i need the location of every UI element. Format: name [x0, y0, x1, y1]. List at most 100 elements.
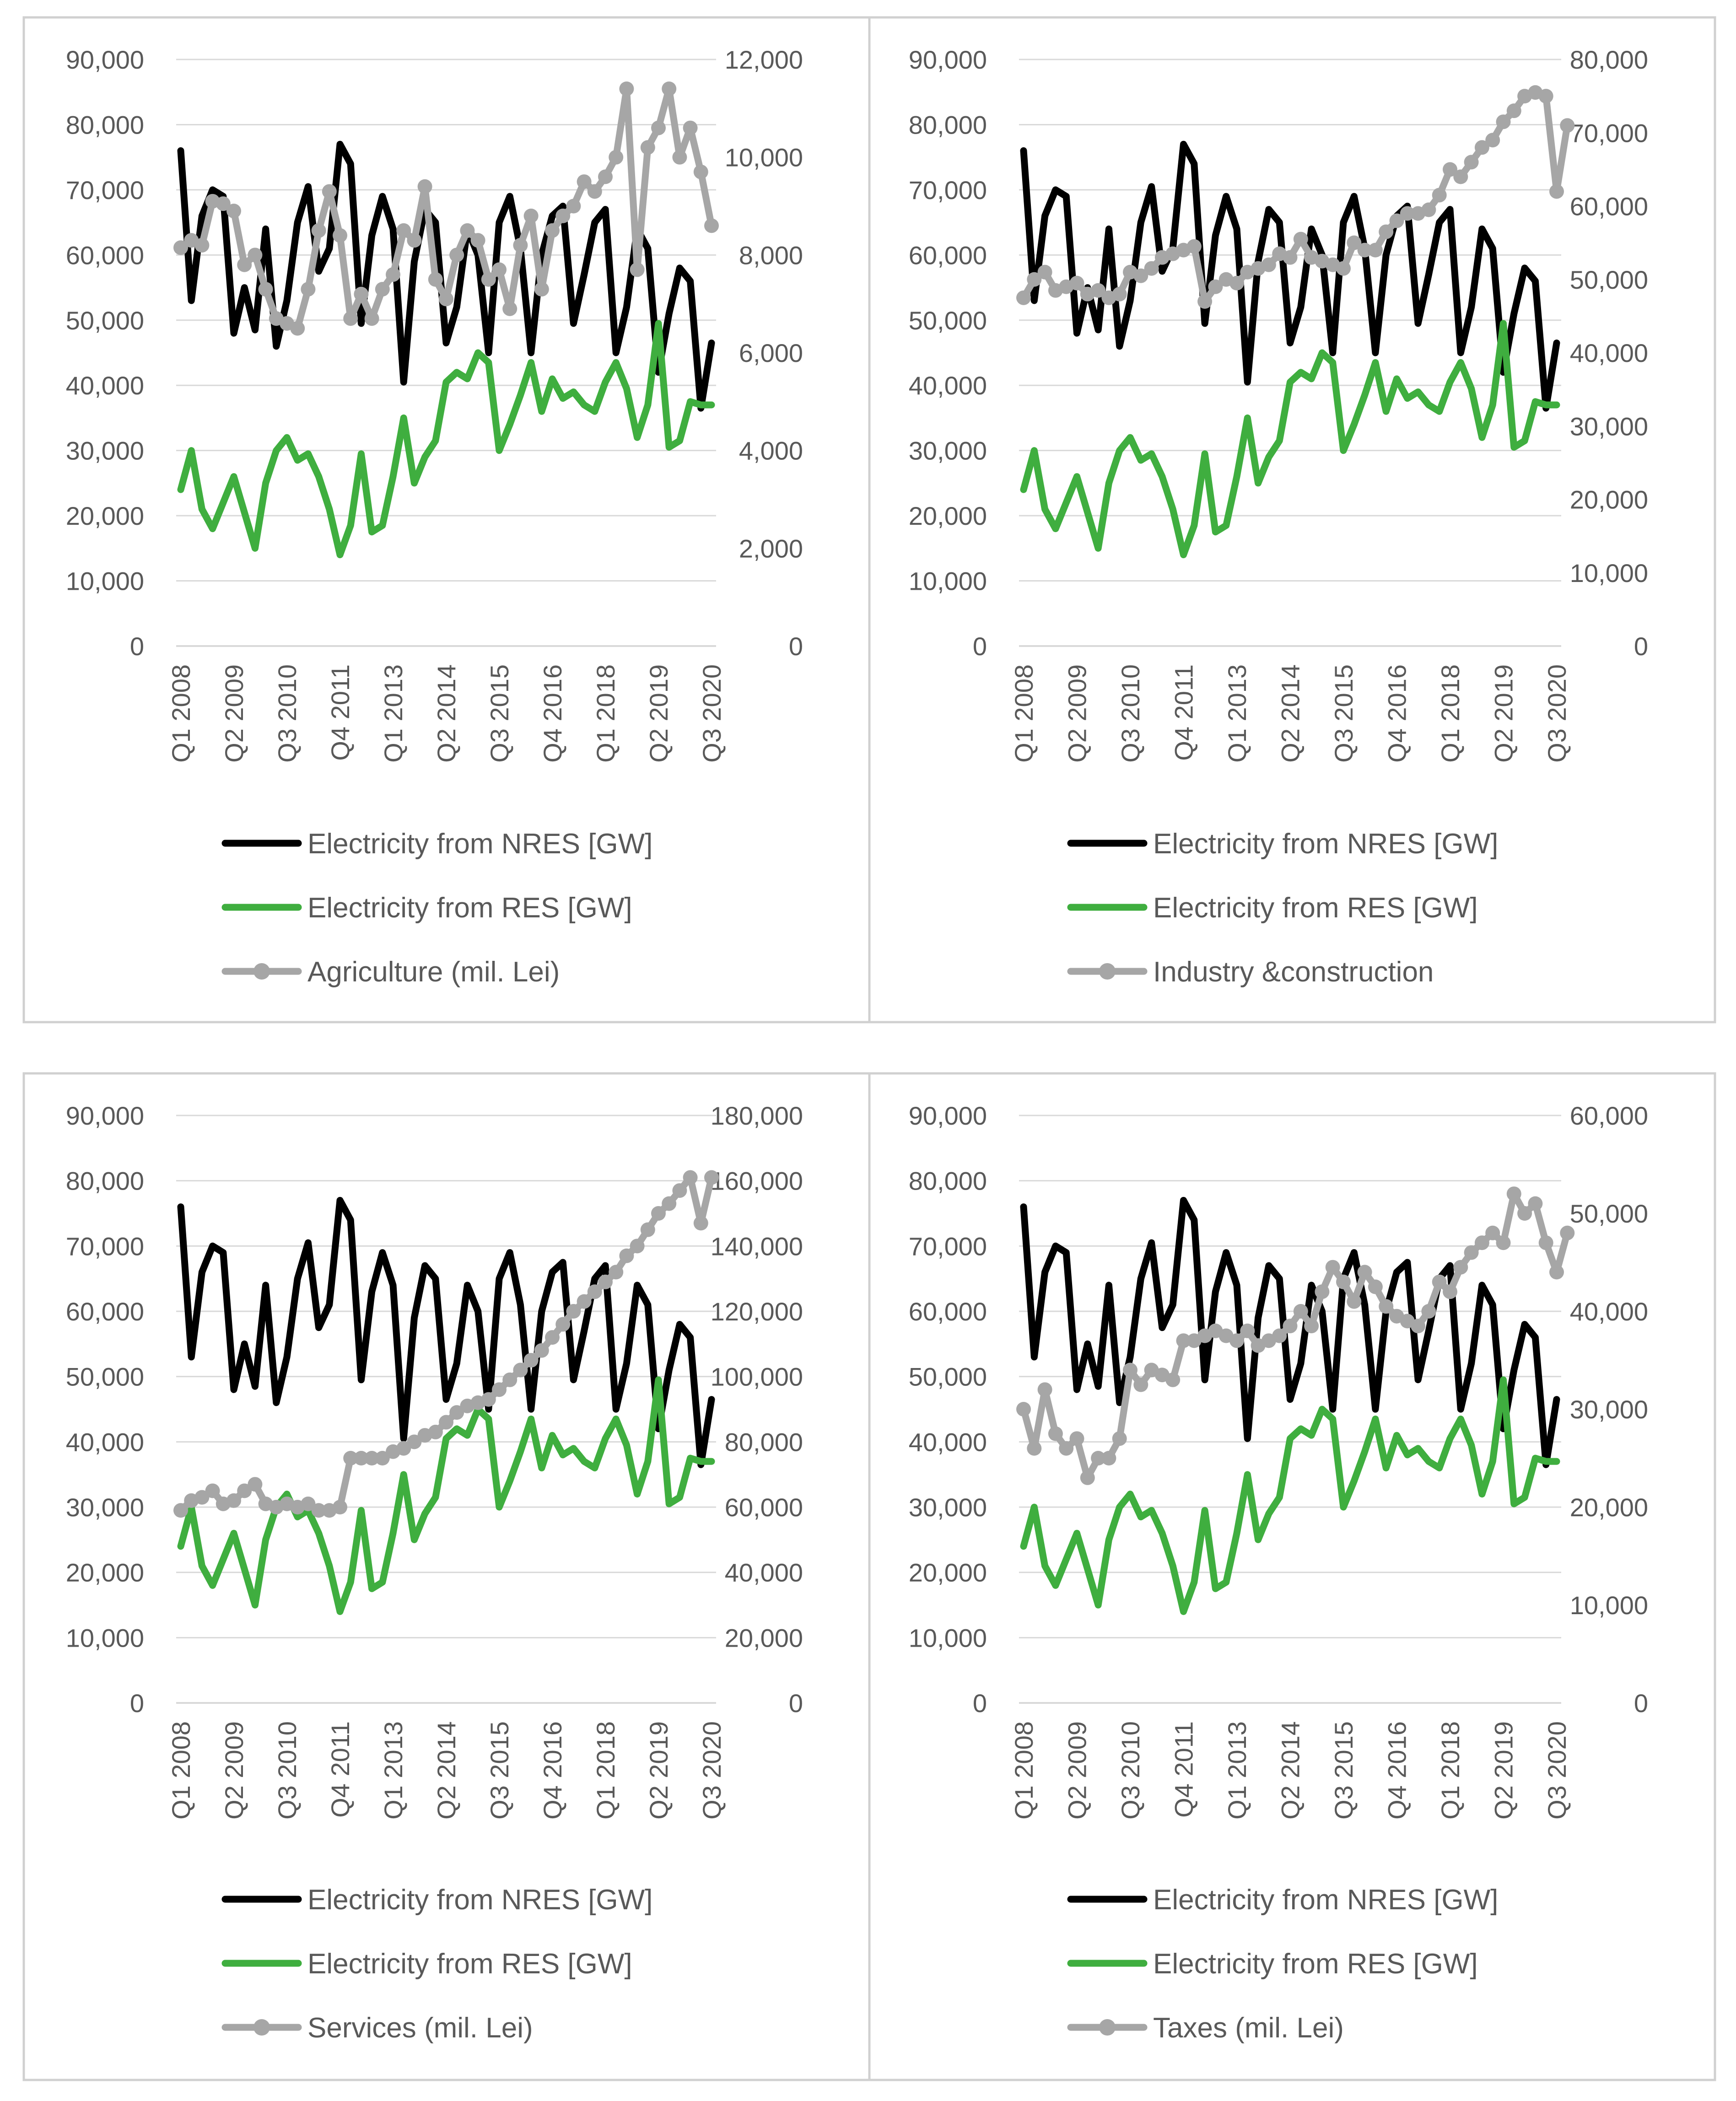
x-axis-tick-label: Q3 2020 [1542, 664, 1571, 763]
series-marker [226, 204, 241, 219]
series-marker [566, 199, 581, 214]
series-marker [1176, 1333, 1191, 1348]
series-marker [481, 272, 496, 287]
x-axis-tick-label: Q4 2016 [1383, 1721, 1412, 1820]
series-1 [177, 140, 715, 412]
series-marker [609, 1265, 624, 1280]
series-marker [1496, 114, 1511, 129]
legend-item-3: Services (mil. Lei) [221, 2012, 533, 2044]
legend-label: Electricity from NRES [GW] [1153, 1884, 1498, 1916]
legend-item-1: Electricity from NRES [GW] [1067, 1884, 1498, 1916]
x-axis-tick-label: Q4 2016 [538, 1721, 567, 1820]
legend-label: Taxes (mil. Lei) [1153, 2012, 1344, 2044]
left-axis-tick-label: 30,000 [66, 1493, 144, 1522]
x-axis-tick-label: Q1 2008 [1009, 1721, 1038, 1820]
x-axis-tick-label: Q4 2011 [1170, 1721, 1198, 1818]
left-axis-tick-label: 80,000 [909, 110, 987, 139]
series-3 [1016, 85, 1575, 309]
left-axis-tick-label: 90,000 [66, 45, 144, 74]
right-axis-tick-label: 6,000 [739, 339, 803, 367]
series-marker [1517, 1206, 1532, 1221]
left-axis-tick-label: 40,000 [909, 1428, 987, 1456]
series-marker [396, 1441, 411, 1456]
right-axis-tick-label: 50,000 [1570, 1199, 1648, 1228]
series-marker [1453, 169, 1468, 184]
x-axis-tick-label: Q1 2018 [1436, 664, 1465, 763]
left-axis-tick-label: 0 [973, 1689, 987, 1718]
left-axis-tick-label: 50,000 [909, 306, 987, 335]
series-marker [449, 248, 464, 263]
series-marker [173, 1503, 188, 1518]
series-line [177, 320, 715, 559]
panels-root: 0 10,000 20,000 30,000 40,000 50,000 60,000 70,… [22, 16, 1716, 2081]
series-marker [693, 1216, 708, 1231]
right-axis-tick-label: 60,000 [725, 1493, 803, 1522]
series-marker [248, 248, 263, 263]
series-marker [301, 1496, 316, 1511]
series-marker [343, 311, 358, 326]
series-marker [428, 1424, 443, 1439]
series-1 [1020, 1197, 1560, 1468]
series-marker [609, 150, 624, 165]
series-marker [640, 1222, 655, 1237]
x-axis-tick-label: Q1 2008 [167, 1721, 195, 1820]
legend-item-1: Electricity from NRES [GW] [1067, 828, 1498, 860]
series-marker [1123, 1363, 1138, 1378]
series-marker [1485, 1225, 1500, 1240]
series-marker [1059, 1441, 1074, 1456]
series-marker [1336, 1274, 1351, 1289]
x-axis-tick-label: Q4 2016 [538, 664, 567, 763]
legend-item-3: Agriculture (mil. Lei) [221, 956, 560, 988]
x-axis-tick-label: Q2 2019 [1489, 1721, 1518, 1820]
x-axis-tick-label: Q3 2010 [1116, 1721, 1145, 1820]
series-marker [1560, 1225, 1575, 1240]
legend-item-2: Electricity from RES [GW] [1067, 892, 1478, 924]
series-marker [1101, 1451, 1116, 1465]
series-line [1020, 320, 1560, 559]
series-marker [364, 1451, 379, 1465]
right-axis-tick-label: 50,000 [1570, 265, 1648, 294]
series-marker [1506, 1186, 1521, 1201]
right-axis-tick-label: 160,000 [711, 1167, 803, 1196]
series-marker [1506, 103, 1521, 119]
series-marker [492, 262, 507, 277]
series-marker [1069, 275, 1084, 291]
series-marker [619, 1248, 634, 1263]
x-axis-tick-label: Q1 2008 [1009, 664, 1038, 763]
series-marker [545, 1330, 560, 1345]
left-axis-tick-label: 90,000 [909, 1101, 987, 1130]
series-marker [311, 223, 326, 238]
right-axis-tick-label: 80,000 [725, 1428, 803, 1456]
series-marker [1474, 1235, 1489, 1250]
series-marker [555, 208, 571, 223]
x-axis-tick-label: Q2 2014 [432, 1721, 461, 1820]
series-marker [1389, 213, 1404, 228]
series-marker [1336, 261, 1351, 276]
right-axis-tick-label: 12,000 [725, 45, 803, 74]
series-marker [1293, 1304, 1308, 1319]
left-axis-tick-label: 30,000 [909, 1493, 987, 1522]
series-1 [177, 1197, 715, 1468]
chart-panel-4: 0 10,000 20,000 30,000 40,000 50,000 60,000 70,… [868, 1072, 1716, 2081]
right-axis-tick-label: 10,000 [725, 143, 803, 172]
series-marker [1037, 1382, 1052, 1397]
legend-item-2: Electricity from RES [GW] [221, 892, 632, 924]
left-axis-tick-label: 10,000 [66, 1623, 144, 1652]
series-line [177, 1197, 715, 1468]
x-axis-tick-label: Q1 2018 [591, 664, 620, 763]
left-axis-tick-label: 60,000 [909, 1297, 987, 1326]
left-axis-tick-label: 50,000 [66, 1363, 144, 1391]
series-marker [1144, 261, 1159, 276]
series-marker [1133, 1377, 1148, 1392]
series-marker [1229, 1333, 1244, 1348]
left-axis-tick-label: 30,000 [66, 436, 144, 465]
right-axis-tick-label: 0 [789, 632, 803, 661]
series-marker [1538, 89, 1553, 104]
series-marker [1165, 1372, 1181, 1387]
x-axis-tick-label: Q2 2009 [220, 1721, 248, 1820]
legend-item-1: Electricity from NRES [GW] [221, 828, 652, 860]
legend-marker [1099, 2019, 1116, 2036]
series-marker [1091, 283, 1106, 298]
series-2 [177, 1376, 715, 1615]
right-axis-tick-label: 120,000 [711, 1297, 803, 1326]
